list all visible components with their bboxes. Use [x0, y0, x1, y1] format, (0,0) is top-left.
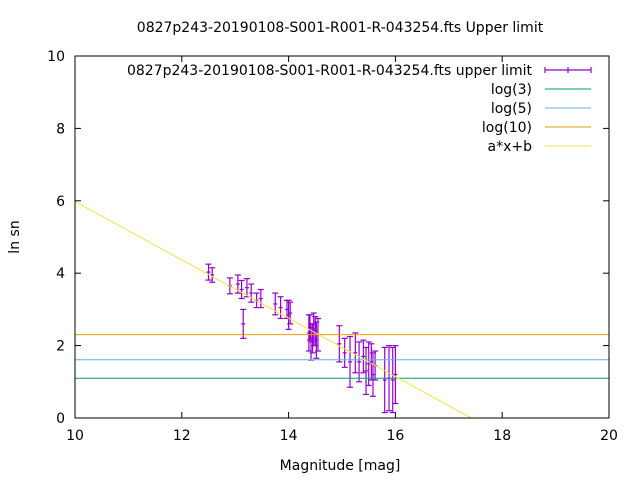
data-point: [238, 279, 245, 300]
data-point: [287, 301, 294, 325]
data-point: [341, 337, 348, 368]
x-tick-label: 10: [66, 428, 84, 444]
data-point: [257, 288, 264, 309]
data-point: [248, 283, 255, 303]
axes: 10 12 14 16 18 20 0 2 4 6 8 10: [47, 49, 618, 444]
data-point: [336, 325, 343, 363]
x-tick-label: 20: [600, 428, 618, 444]
data-point: [347, 335, 354, 388]
y-axis-label: ln sn: [7, 220, 23, 253]
data-point: [392, 345, 399, 405]
y-tick-label: 2: [56, 339, 65, 355]
y-tick-label: 4: [56, 266, 65, 282]
y-tick-label: 0: [56, 411, 65, 427]
data-point: [277, 296, 284, 320]
data-point: [309, 323, 316, 354]
data-point: [209, 267, 216, 283]
legend-label: 0827p243-20190108-S001-R001-R-043254.fts…: [127, 63, 533, 79]
plot-frame: [74, 55, 610, 419]
x-tick-label: 12: [173, 428, 191, 444]
x-tick-label: 14: [280, 428, 298, 444]
chart-title: 0827p243-20190108-S001-R001-R-043254.fts…: [137, 20, 544, 36]
legend-label: log(5): [491, 101, 532, 117]
data-point: [205, 263, 212, 281]
fit-line: [75, 201, 472, 418]
x-tick-label: 16: [386, 428, 404, 444]
legend-label: log(10): [482, 120, 532, 136]
data-point: [360, 339, 367, 374]
data-point: [389, 346, 396, 414]
y-tick-label: 6: [56, 194, 65, 210]
data-point: [356, 341, 363, 383]
legend-label: a*x+b: [488, 139, 533, 155]
y-tick-label: 8: [56, 121, 65, 137]
data-point: [352, 332, 359, 374]
plot-marks: [75, 201, 609, 418]
x-axis-label: Magnitude [mag]: [280, 458, 401, 474]
data-point: [240, 308, 247, 339]
legend: 0827p243-20190108-S001-R001-R-043254.fts…: [127, 63, 592, 155]
legend-label: log(3): [491, 82, 532, 98]
y-tick-label: 10: [47, 49, 65, 65]
data-point: [285, 299, 292, 330]
plot-area: [75, 201, 609, 418]
x-tick-label: 18: [493, 428, 511, 444]
data-point: [306, 314, 313, 341]
data-point: [363, 346, 370, 396]
data-point: [381, 346, 388, 414]
